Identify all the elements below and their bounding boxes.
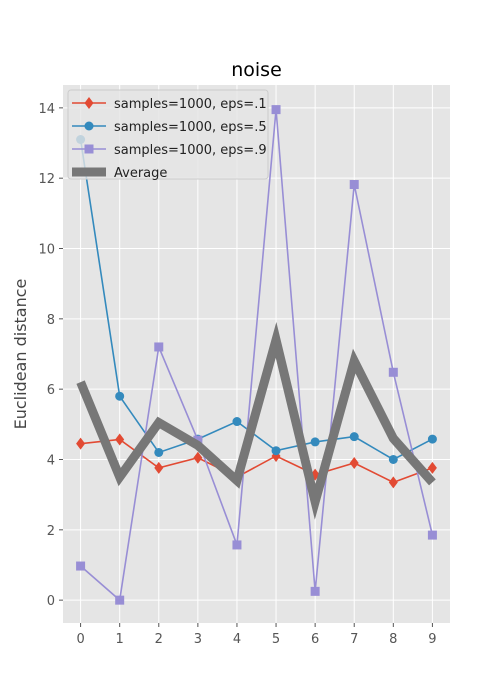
data-point bbox=[427, 461, 437, 474]
y-tick-label: 0 bbox=[47, 594, 55, 609]
legend-box bbox=[67, 89, 269, 180]
x-tick-label: 5 bbox=[272, 632, 280, 647]
x-tick-label: 2 bbox=[155, 632, 163, 647]
series-line bbox=[79, 139, 433, 461]
data-point bbox=[154, 342, 164, 352]
data-point bbox=[310, 586, 320, 596]
y-tick-label: 4 bbox=[47, 453, 55, 468]
y-tick-label: 12 bbox=[38, 172, 55, 187]
chart-title: noise bbox=[231, 59, 282, 81]
x-tick-label: 7 bbox=[350, 632, 358, 647]
series-line bbox=[80, 109, 434, 602]
data-point bbox=[232, 540, 242, 550]
series-group bbox=[76, 105, 437, 605]
data-point bbox=[193, 451, 203, 464]
average-line bbox=[76, 322, 436, 520]
y-tick-label: 8 bbox=[47, 313, 55, 328]
data-point bbox=[193, 435, 203, 445]
data-point bbox=[76, 437, 86, 450]
x-tick-label: 4 bbox=[233, 632, 241, 647]
legend-label: samples=1000, eps=.9 bbox=[114, 143, 267, 158]
data-point bbox=[310, 437, 320, 447]
y-axis-title: Euclidean distance bbox=[11, 279, 30, 430]
x-tick-label: 1 bbox=[116, 632, 124, 647]
data-point bbox=[76, 561, 86, 571]
data-point bbox=[271, 446, 281, 456]
data-point bbox=[349, 457, 359, 470]
data-point bbox=[349, 180, 359, 190]
series-2 bbox=[76, 105, 437, 605]
legend-label: samples=1000, eps=.5 bbox=[114, 120, 267, 135]
legend-marker bbox=[84, 121, 94, 131]
legend-marker bbox=[84, 97, 94, 109]
data-point bbox=[154, 461, 164, 474]
x-axis-ticks: 0 1 2 3 4 5 6 7 8 9 bbox=[76, 623, 437, 647]
data-point bbox=[115, 391, 125, 401]
x-tick-label: 0 bbox=[76, 632, 84, 647]
data-point bbox=[271, 105, 281, 115]
y-tick-label: 10 bbox=[38, 243, 55, 258]
legend-label: Average bbox=[114, 166, 167, 181]
x-tick-label: 6 bbox=[311, 632, 319, 647]
data-point bbox=[115, 433, 125, 446]
y-tick-label: 6 bbox=[47, 383, 55, 398]
data-point bbox=[115, 595, 125, 605]
x-tick-label: 9 bbox=[428, 632, 436, 647]
legend-marker bbox=[84, 144, 94, 154]
legend-label: samples=1000, eps=.1 bbox=[114, 97, 267, 112]
y-axis-ticks: 0 2 4 6 8 10 12 14 bbox=[38, 102, 63, 609]
data-point bbox=[154, 447, 164, 457]
data-point bbox=[388, 367, 398, 377]
x-tick-label: 8 bbox=[389, 632, 397, 647]
y-tick-label: 14 bbox=[38, 102, 55, 117]
data-point bbox=[232, 417, 242, 427]
y-tick-label: 2 bbox=[47, 524, 55, 539]
legend: samples=1000, eps=.1 samples=1000, eps=.5… bbox=[67, 89, 269, 181]
data-point bbox=[427, 530, 437, 540]
series-3 bbox=[76, 322, 436, 520]
data-point bbox=[349, 432, 359, 442]
data-point bbox=[388, 454, 398, 464]
data-point bbox=[388, 476, 398, 489]
data-point bbox=[427, 434, 437, 444]
x-tick-label: 3 bbox=[194, 632, 202, 647]
